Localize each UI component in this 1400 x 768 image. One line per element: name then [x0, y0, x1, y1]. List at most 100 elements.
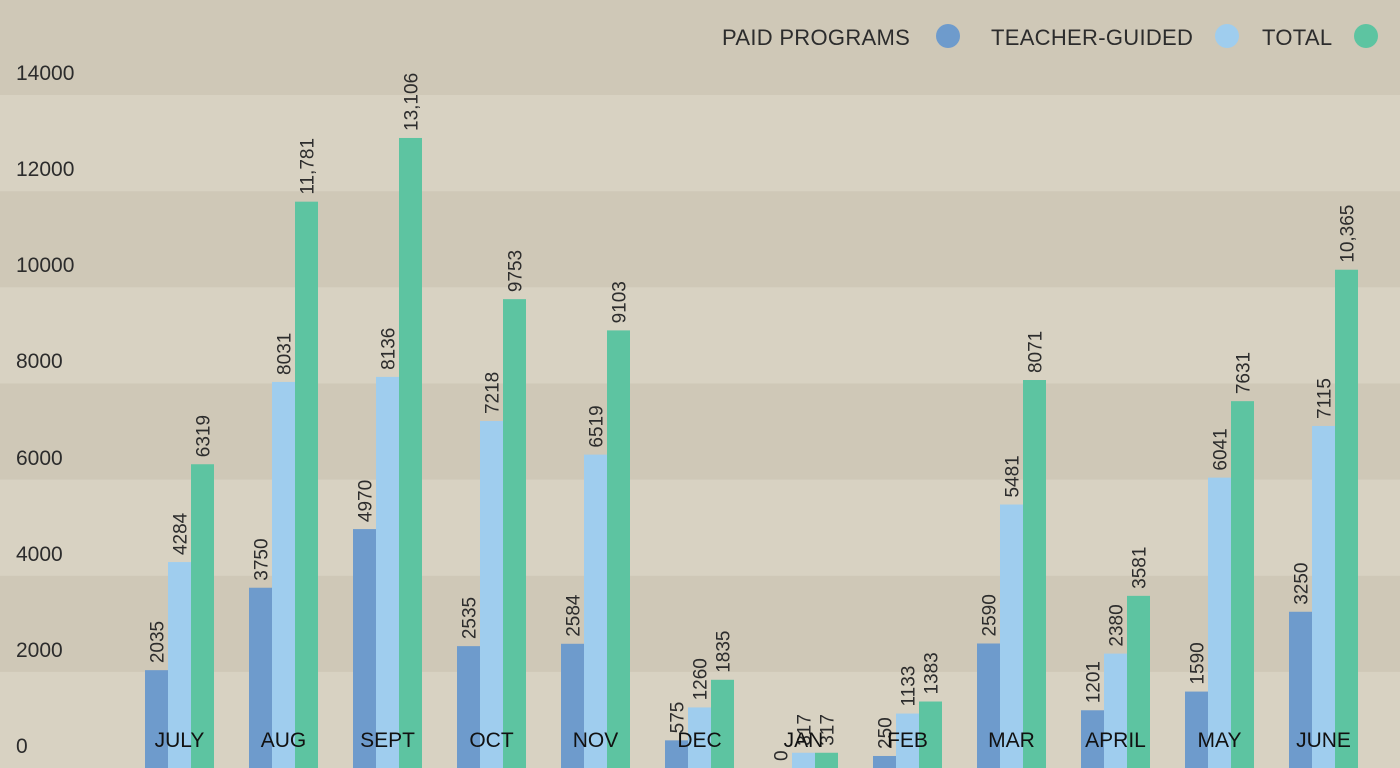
bar	[792, 752, 815, 768]
bar-value-label: 3250	[1292, 562, 1313, 604]
bar-value-label: 6519	[587, 405, 608, 447]
x-category-label: OCT	[469, 729, 514, 752]
bar	[145, 670, 168, 768]
grid-band	[0, 0, 1400, 95]
legend-swatch-paid-programs	[936, 24, 960, 48]
bar	[1185, 691, 1208, 768]
x-category-label: DEC	[677, 729, 721, 752]
bar-value-label: 1133	[899, 666, 920, 707]
bar-value-label: 1835	[714, 631, 735, 673]
x-category-label: JAN	[784, 729, 824, 752]
bar	[295, 201, 318, 768]
bar	[561, 643, 584, 768]
bar-value-label: 3581	[1130, 547, 1151, 589]
bar-value-label: 250	[876, 717, 897, 749]
bar	[376, 376, 399, 768]
bar-value-label: 2035	[148, 621, 169, 663]
bar-value-label: 1383	[922, 652, 943, 694]
y-tick-label: 14000	[16, 62, 75, 85]
x-category-label: JUNE	[1296, 729, 1351, 752]
bar-value-label: 2380	[1107, 604, 1128, 646]
bar	[399, 137, 422, 768]
bar	[1104, 653, 1127, 768]
bar	[1289, 611, 1312, 768]
bar-value-label: 10,365	[1338, 205, 1359, 263]
bar	[1023, 380, 1046, 768]
grid-band	[0, 191, 1400, 288]
bar	[607, 330, 630, 768]
legend-swatch-total	[1354, 24, 1378, 48]
legend-label-paid-programs: PAID PROGRAMS	[722, 25, 911, 50]
grid-band	[0, 575, 1400, 672]
bar-value-label: 2590	[980, 594, 1001, 636]
bar-value-label: 317	[818, 714, 839, 746]
bar-value-label: 13,106	[402, 73, 423, 131]
bar-value-label: 9103	[610, 281, 631, 323]
x-category-label: FEB	[887, 729, 928, 752]
grid-band	[0, 479, 1400, 576]
bar-value-label: 8136	[379, 328, 400, 370]
bar-value-label: 8071	[1026, 331, 1047, 373]
bar-value-label: 4284	[171, 512, 192, 555]
bar-value-label: 1201	[1084, 661, 1105, 703]
bar-value-label: 2535	[460, 597, 481, 639]
bar	[815, 752, 838, 768]
bar-value-label: 11,781	[298, 138, 319, 195]
x-category-label: SEPT	[360, 729, 415, 752]
bar	[480, 421, 503, 768]
bar	[1000, 504, 1023, 768]
bar	[457, 646, 480, 768]
x-category-label: NOV	[573, 729, 619, 752]
bar-value-label: 9753	[506, 250, 527, 292]
bar-value-label: 6041	[1211, 428, 1232, 470]
bar	[503, 299, 526, 768]
bar-value-label: 317	[795, 714, 816, 746]
bar	[1127, 595, 1150, 768]
bar	[873, 755, 896, 768]
grid-band	[0, 383, 1400, 480]
bar	[168, 562, 191, 768]
y-tick-label: 12000	[16, 158, 75, 182]
bar	[919, 701, 942, 768]
bar-value-label: 3750	[252, 538, 273, 580]
y-tick-label: 6000	[16, 446, 63, 470]
x-category-label: JULY	[155, 729, 205, 752]
bar-value-label: 7115	[1315, 378, 1336, 419]
bar-value-label: 5481	[1003, 455, 1024, 497]
legend-label-total: TOTAL	[1262, 25, 1333, 50]
bar	[977, 643, 1000, 768]
y-tick-label: 10000	[16, 254, 75, 278]
legend-swatch-teacher-guided	[1215, 24, 1239, 48]
x-category-label: MAY	[1198, 729, 1242, 752]
bar-value-label: 4970	[356, 480, 377, 522]
bar	[711, 679, 734, 768]
x-category-label: AUG	[261, 729, 307, 752]
x-category-label: APRIL	[1085, 729, 1146, 752]
bar-value-label: 1260	[691, 658, 712, 700]
bar-value-label: 2584	[564, 594, 585, 637]
bar	[1081, 710, 1104, 768]
bar	[191, 464, 214, 768]
bar	[1312, 425, 1335, 768]
bar	[896, 713, 919, 768]
y-tick-label: 0	[16, 735, 28, 758]
bar-value-label: 0	[772, 750, 793, 761]
bar	[665, 740, 688, 768]
bar-value-label: 8031	[275, 333, 296, 375]
y-tick-label: 8000	[16, 350, 63, 374]
legend-label-teacher-guided: TEACHER-GUIDED	[991, 25, 1194, 50]
bar	[353, 529, 376, 768]
bar	[1231, 401, 1254, 768]
bar	[584, 454, 607, 768]
bar-value-label: 7631	[1234, 352, 1255, 394]
bar	[688, 707, 711, 768]
y-tick-label: 4000	[16, 542, 63, 566]
grid-band	[0, 287, 1400, 384]
bar	[272, 381, 295, 768]
bar-value-label: 6319	[194, 415, 215, 457]
bar-value-label: 7218	[483, 372, 504, 414]
bar	[1208, 477, 1231, 768]
